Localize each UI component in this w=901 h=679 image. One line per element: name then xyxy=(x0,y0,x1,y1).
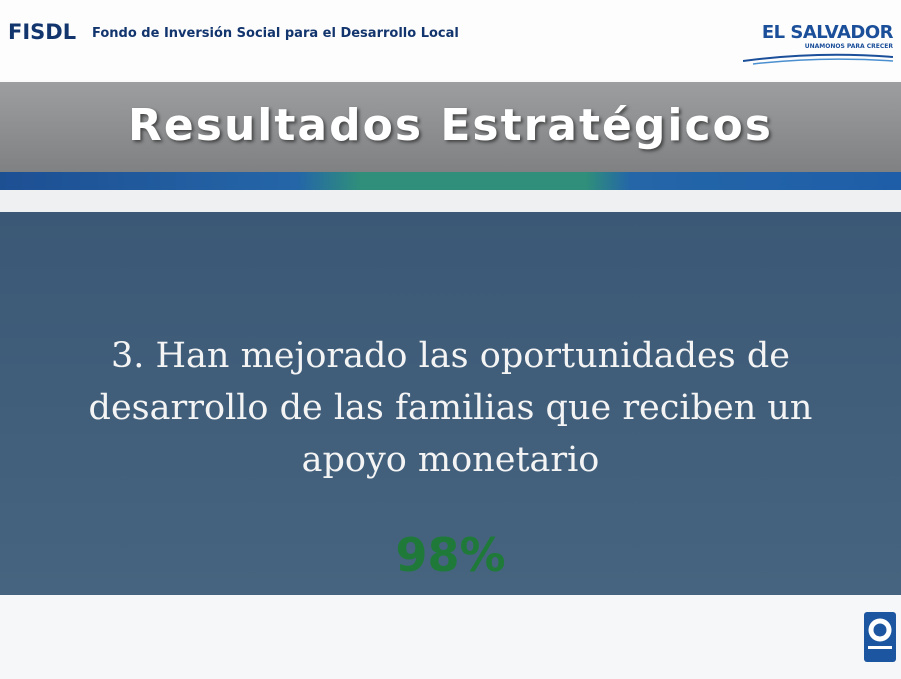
title-band xyxy=(0,82,901,174)
statement-line: desarrollo de las familias que reciben u… xyxy=(88,388,813,428)
footer xyxy=(0,595,901,679)
logo-swoosh xyxy=(742,53,894,65)
figure: 98% xyxy=(395,528,506,582)
content-panel xyxy=(0,212,901,595)
header xyxy=(0,0,901,80)
slide-title: Resultados Estratégicos xyxy=(128,100,773,151)
iso-badge xyxy=(864,612,896,662)
statement: 3. Han mejorado las oportunidades de des… xyxy=(0,330,901,486)
badge-icon xyxy=(868,618,892,649)
brand: FISDL xyxy=(8,20,77,44)
logo-tagline: UNAMONOS PARA CRECER xyxy=(804,43,893,50)
logo: EL SALVADOR UNAMONOS PARA CRECER xyxy=(742,22,894,69)
color-stripe xyxy=(0,172,901,190)
separator xyxy=(0,190,901,212)
statement-line: apoyo monetario xyxy=(301,440,600,480)
statement-line: 3. Han mejorado las oportunidades de xyxy=(111,336,790,376)
logo-name: EL SALVADOR xyxy=(761,22,894,43)
brand-full: Fondo de Inversión Social para el Desarr… xyxy=(92,26,459,41)
